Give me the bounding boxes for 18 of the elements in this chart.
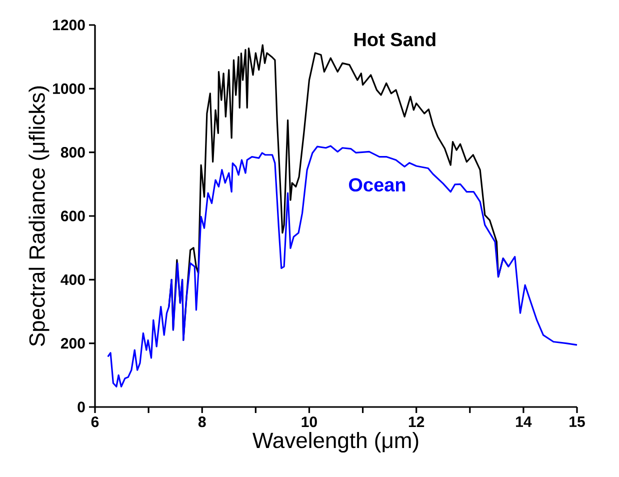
y-tick-label: 600 [60,210,85,222]
x-tick-label: 14 [516,416,532,427]
y-tick-label: 400 [60,274,85,285]
y-tick-label: 200 [60,338,85,349]
y-tick-label: 0 [78,402,85,412]
y-tick-label: 1200 [53,20,85,30]
y-tick-label: 800 [60,147,85,158]
y-tick-label: 1000 [53,83,85,94]
series-label: Hot Sand [354,32,436,46]
x-tick-label: 6 [91,416,99,428]
x-tick-label: 12 [408,416,424,428]
line-series [107,145,578,388]
series-label: Ocean [348,178,406,192]
y-axis-title: Spectral Radiance (μflicks) [28,86,50,346]
x-tick-label: 15 [570,416,585,427]
x-tick-label: 8 [198,416,206,428]
x-axis-title: Wavelength (μm) [252,432,418,453]
x-tick-label: 10 [302,416,317,428]
